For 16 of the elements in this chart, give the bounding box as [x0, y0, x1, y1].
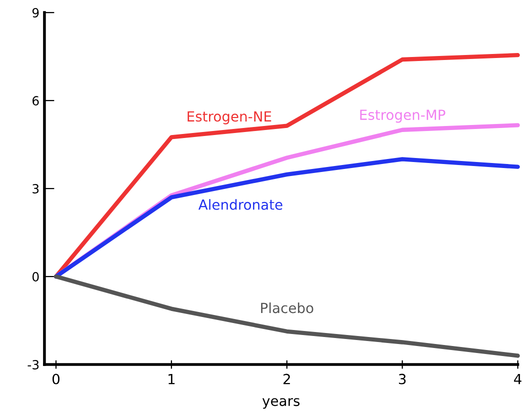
series-label: Placebo — [261, 302, 314, 314]
y-tick-label: -3 — [28, 360, 39, 370]
x-tick-label: 0 — [52, 374, 60, 384]
line-series — [54, 274, 520, 358]
series-label: Estrogen-NE — [188, 111, 272, 124]
x-tick-label: 2 — [283, 374, 290, 384]
x-axis-title: years — [262, 398, 300, 409]
x-tick-label: 3 — [398, 374, 406, 384]
x-tick-label: 1 — [168, 374, 175, 384]
y-tick-label: 0 — [32, 272, 39, 282]
x-tick-label: 4 — [514, 374, 522, 384]
y-tick-label: 3 — [32, 184, 39, 194]
series-label: Estrogen-MP — [360, 110, 446, 123]
y-tick-label: 9 — [32, 8, 39, 18]
series-label: Alendronate — [198, 199, 282, 210]
y-tick-label: 6 — [32, 96, 39, 106]
